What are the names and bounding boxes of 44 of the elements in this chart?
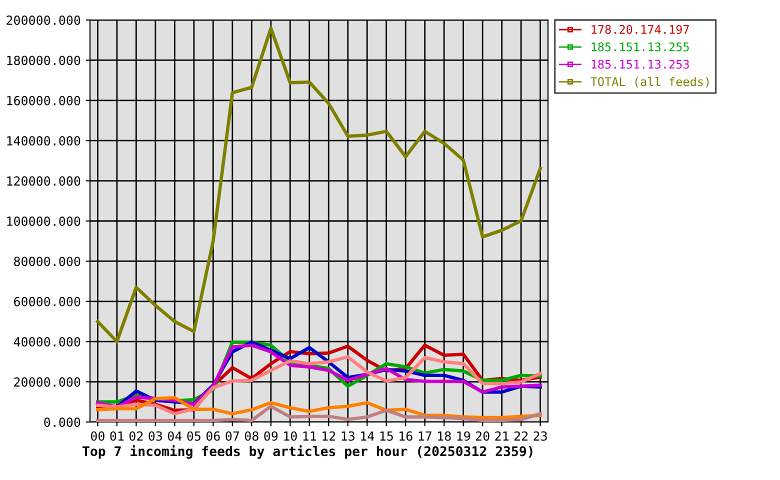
y-tick-label: 0.000: [44, 418, 80, 427]
y-tick-label: 20000.000: [14, 377, 80, 387]
x-tick-label: 06: [206, 431, 220, 441]
legend-label: 185.151.13.253: [592, 60, 689, 69]
x-tick-label: 23: [534, 431, 547, 441]
y-tick-label: 140000.000: [7, 136, 80, 146]
x-tick-label: 03: [148, 431, 162, 441]
y-tick-label: 160000.000: [7, 96, 80, 106]
text: Top 7 incoming feeds by articles per hour (20250312 2359): [82, 445, 532, 459]
y-tick-label: 80000.000: [14, 256, 80, 266]
legend-label: 185.151.13.255: [592, 42, 689, 52]
x-tick-label: 12: [322, 431, 336, 441]
x-tick-label: 00: [90, 431, 104, 441]
x-tick-label: 08: [244, 431, 258, 441]
x-tick-label: 22: [514, 431, 528, 441]
legend-label: TOTAL (all feeds): [590, 76, 709, 88]
y-tick-label: 100000.000: [7, 216, 80, 226]
legend-label: 178.20.174.197: [592, 24, 689, 34]
x-tick-label: 01: [110, 431, 124, 441]
line-series: [96, 355, 542, 416]
x-tick-label: 07: [226, 431, 239, 441]
x-tick-label: 11: [303, 431, 316, 441]
x-tick-label: 17: [418, 431, 432, 441]
x-tick-label: 19: [457, 431, 470, 441]
y-tick-label: 40000.000: [14, 337, 80, 347]
x-tick-label: 18: [438, 431, 451, 441]
y-tick-label: 60000.000: [14, 296, 80, 306]
y-tick-label: 200000.000: [6, 16, 80, 25]
x-tick-label: 02: [129, 431, 143, 441]
line-series: [96, 404, 542, 422]
x-tick-label: 04: [168, 431, 182, 441]
x-tick-label: 13: [342, 431, 354, 441]
x-tick-label: 05: [187, 431, 200, 441]
x-tick-label: 14: [361, 431, 374, 441]
x-tick-label: 15: [380, 431, 393, 441]
x-tick-label: 21: [495, 431, 508, 441]
line-series: [96, 396, 542, 420]
x-tick-label: 10: [284, 431, 297, 441]
y-tick-label: 120000.000: [7, 176, 80, 186]
x-tick-label: 09: [264, 431, 278, 441]
line-series: [96, 26, 542, 344]
x-tick-label: 20: [476, 431, 490, 441]
x-tick-label: 16: [400, 431, 412, 441]
y-tick-label: 180000.000: [7, 56, 80, 66]
